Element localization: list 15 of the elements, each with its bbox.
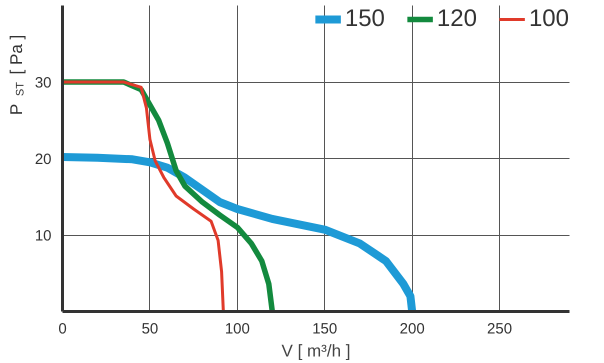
x-tick-label: 200 — [400, 320, 425, 338]
line-series — [62, 80, 225, 312]
x-tick-label: 150 — [312, 320, 338, 338]
x-tick-label: 0 — [58, 320, 67, 338]
legend-label: 150 — [344, 5, 385, 33]
y-tick-label: 30 — [34, 74, 52, 92]
x-tick-label: 100 — [224, 320, 250, 338]
y-tick-label: 10 — [34, 228, 52, 244]
y-axis-title: PST [ Pa ] — [7, 34, 26, 116]
x-tick-label: 250 — [487, 320, 512, 338]
x-axis-title: V [ m³/h ] — [282, 342, 350, 360]
legend-label: 100 — [528, 5, 569, 33]
legend-label: 120 — [436, 5, 477, 33]
x-tick-label: 50 — [142, 320, 158, 338]
y-tick-label: 20 — [34, 151, 52, 168]
